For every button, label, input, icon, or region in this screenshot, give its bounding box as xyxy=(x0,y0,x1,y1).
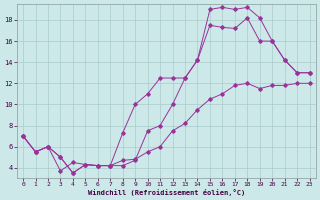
X-axis label: Windchill (Refroidissement éolien,°C): Windchill (Refroidissement éolien,°C) xyxy=(88,189,245,196)
